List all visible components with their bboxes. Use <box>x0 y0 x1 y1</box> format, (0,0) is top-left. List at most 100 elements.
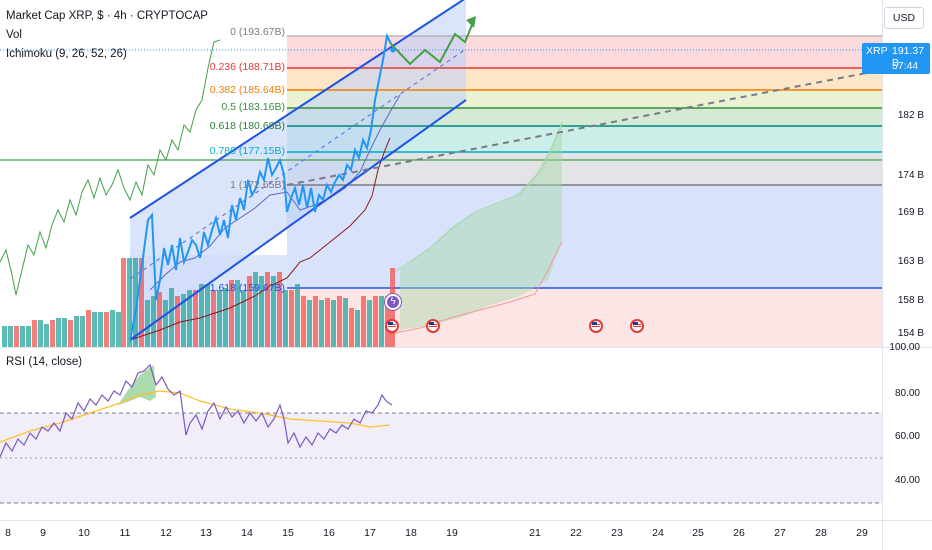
fib-level-label: 1.618 (159.67B) <box>209 282 285 294</box>
volume-bar <box>361 296 366 347</box>
ichimoku-kijun <box>129 137 391 341</box>
symbol-legend[interactable]: Market Cap XRP, $ · 4h · CRYPTOCAP <box>6 10 208 22</box>
pane-separator[interactable] <box>0 347 932 348</box>
ichimoku-tenkan <box>149 94 401 291</box>
us-flag-icon[interactable] <box>426 319 440 333</box>
time-axis-label: 8 <box>5 527 11 539</box>
volume-bar <box>355 310 360 347</box>
time-axis-label: 14 <box>241 527 253 539</box>
volume-bar <box>163 300 168 347</box>
time-axis-label: 12 <box>160 527 172 539</box>
volume-bar <box>151 296 156 347</box>
rsi-pane[interactable] <box>0 347 882 520</box>
volume-bar <box>229 280 234 347</box>
volume-bar <box>56 318 61 347</box>
volume-bar <box>235 280 240 347</box>
time-axis-label: 26 <box>733 527 745 539</box>
last-price-tag: XRP 191.37 B 57:44 <box>862 43 930 74</box>
volume-bar <box>331 300 336 347</box>
rsi-line <box>0 363 393 458</box>
volume-bar <box>223 288 228 347</box>
rsi-axis-label: 60.00 <box>894 431 920 442</box>
volume-bar <box>92 312 97 347</box>
volume-bar <box>127 258 132 347</box>
volume-bar <box>86 310 91 347</box>
time-axis-label: 24 <box>652 527 664 539</box>
volume-bar <box>313 296 318 347</box>
volume-bar <box>241 290 246 347</box>
volume-bar <box>110 310 115 347</box>
volume-bar <box>307 300 312 347</box>
price-axis-label: 182 B <box>897 110 924 121</box>
time-axis-label: 10 <box>78 527 90 539</box>
ichimoku-lagging-span <box>0 39 221 296</box>
time-axis-label: 19 <box>446 527 458 539</box>
time-axis-label: 9 <box>40 527 46 539</box>
time-axis-label: 23 <box>611 527 623 539</box>
ichimoku-legend[interactable]: Ichimoku (9, 26, 52, 26) <box>6 48 127 60</box>
currency-button[interactable]: USD <box>884 7 924 29</box>
volume-bar <box>20 326 25 347</box>
volume-bar <box>325 298 330 347</box>
price-tag-symbol: XRP <box>866 45 888 57</box>
price-tag-value: 191.37 B <box>892 45 925 69</box>
price-projection-path <box>390 19 475 66</box>
trend-projection-dashed <box>286 69 882 186</box>
volume-bar <box>32 320 37 347</box>
volume-bar <box>289 290 294 347</box>
volume-bar <box>271 276 276 347</box>
volume-bar <box>379 296 384 347</box>
time-axis-label: 16 <box>323 527 335 539</box>
fib-band-1-1618 <box>287 185 882 288</box>
us-flag-icon[interactable] <box>589 319 603 333</box>
volume-legend[interactable]: Vol <box>6 29 22 41</box>
price-axis-label: 169 B <box>897 207 924 218</box>
rsi-axis-label: 40.00 <box>894 475 920 486</box>
volume-bar <box>169 288 174 347</box>
rsi-axis-label: 80.00 <box>894 388 920 399</box>
volume-bar <box>349 308 354 347</box>
volume-bar <box>373 296 378 347</box>
time-axis-label: 21 <box>529 527 541 539</box>
time-axis-label: 18 <box>405 527 417 539</box>
volume-bar <box>62 318 67 347</box>
volume-bar <box>217 290 222 347</box>
time-axis-border <box>0 520 932 521</box>
rsi-ma-line <box>0 390 391 443</box>
volume-bar <box>133 258 138 347</box>
price-chart-pane[interactable] <box>0 0 882 347</box>
fib-level-label: 0.5 (183.16B) <box>221 101 285 113</box>
volume-bar <box>199 284 204 347</box>
volume-bar <box>121 258 126 347</box>
time-axis-label: 27 <box>774 527 786 539</box>
us-flag-icon[interactable] <box>385 319 399 333</box>
volume-bar <box>259 276 264 347</box>
volume-bar <box>175 296 180 347</box>
price-axis-label: 174 B <box>897 170 924 181</box>
price-line <box>129 32 392 341</box>
volume-bar <box>2 326 7 347</box>
volume-bars <box>2 258 395 347</box>
volume-bar <box>247 276 252 347</box>
volume-bar <box>80 316 85 347</box>
rsi-legend[interactable]: RSI (14, close) <box>6 356 83 368</box>
price-marker-dot <box>390 47 396 53</box>
volume-bar <box>44 324 49 347</box>
volume-bar <box>8 326 13 347</box>
volume-bar <box>68 320 73 347</box>
price-axis-label: 154 B <box>897 328 924 339</box>
time-axis-label: 29 <box>856 527 868 539</box>
lightning-icon[interactable]: ϟ <box>385 294 401 310</box>
us-flag-icon[interactable] <box>630 319 644 333</box>
volume-bar <box>181 294 186 347</box>
ichimoku-cloud <box>400 122 562 330</box>
time-axis-label: 28 <box>815 527 827 539</box>
volume-bar <box>277 272 282 347</box>
time-axis-label: 13 <box>200 527 212 539</box>
volume-bar <box>74 316 79 347</box>
price-axis-border <box>882 0 883 550</box>
volume-bar <box>26 326 31 347</box>
fib-level-label: 0.618 (180.68B) <box>209 120 285 132</box>
volume-bar <box>187 290 192 347</box>
